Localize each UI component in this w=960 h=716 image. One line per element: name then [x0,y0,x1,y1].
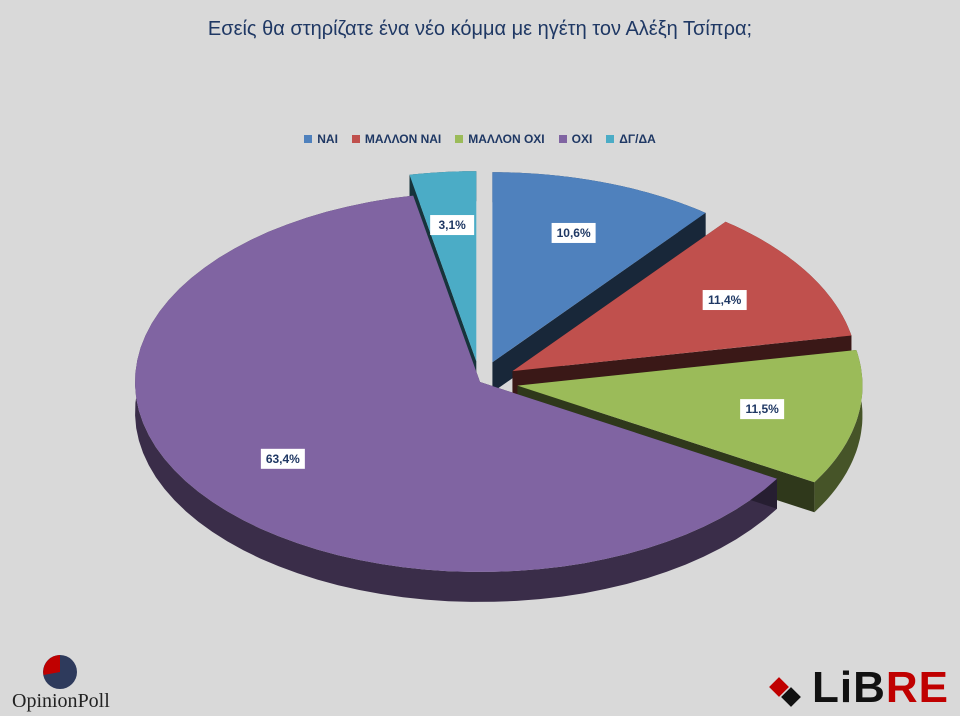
legend-label: ΟΧΙ [571,132,593,146]
legend-item: ΔΓ/ΔΑ [606,132,656,146]
data-label: 10,6% [551,222,596,243]
pie-slice [135,195,778,572]
data-label-box [430,215,475,236]
data-label: 63,4% [260,448,305,469]
data-label-box [260,448,305,469]
legend-swatch [351,135,360,143]
data-label-box [551,222,596,243]
opinionpoll-logo-part1: Opinion [12,690,78,712]
chart-legend: ΝΑΙ ΜΑΛΛΟΝ ΝΑΙ ΜΑΛΛΟΝ ΟΧΙ ΟΧΙ ΔΓ/ΔΑ [0,132,960,146]
opinionpoll-logo-part2: Poll [77,690,110,712]
data-label-text: 10,6% [557,226,591,240]
legend-label: ΔΓ/ΔΑ [619,132,656,146]
opinionpoll-logo-text: OpinionPoll [12,690,110,713]
legend-item: ΟΧΙ [558,132,593,146]
data-label-text: 11,5% [745,402,779,416]
data-label-text: 11,4% [708,293,742,307]
pie-slice [492,172,706,363]
libre-logo-part2: RE [885,663,950,712]
legend-item: ΝΑΙ [304,132,338,146]
legend-swatch [606,135,615,143]
chart-title: Εσείς θα στηρίζατε ένα νέο κόμμα με ηγέτ… [207,18,753,40]
libre-logo-mark [769,677,801,707]
legend-label: ΝΑΙ [317,132,338,146]
data-label: 11,5% [740,399,785,420]
libre-logo-text: LiBRE [812,664,949,712]
legend-swatch [558,135,567,143]
pie-slice-wall [814,350,863,513]
data-label: 3,1% [430,215,475,236]
legend-swatch [304,135,313,143]
data-label-box [740,399,785,420]
data-label-text: 63,4% [266,452,300,466]
legend-item: ΜΑΛΛΟΝ ΟΧΙ [455,132,545,146]
libre-logo-part1: LiB [812,663,886,712]
pie-slice [517,350,863,483]
legend-label: ΜΑΛΛΟΝ ΝΑΙ [364,132,442,146]
legend-swatch [455,135,464,143]
opinionpoll-logo [43,655,77,689]
data-label-text: 3,1% [438,218,466,232]
data-label-box [702,290,747,311]
legend-item: ΜΑΛΛΟΝ ΝΑΙ [351,132,442,146]
legend-label: ΜΑΛΛΟΝ ΟΧΙ [468,132,545,146]
pie-slice [512,221,852,372]
pie-slice-side [492,212,706,393]
data-label: 11,4% [702,290,747,311]
opinionpoll-logo-wedge [43,655,60,675]
